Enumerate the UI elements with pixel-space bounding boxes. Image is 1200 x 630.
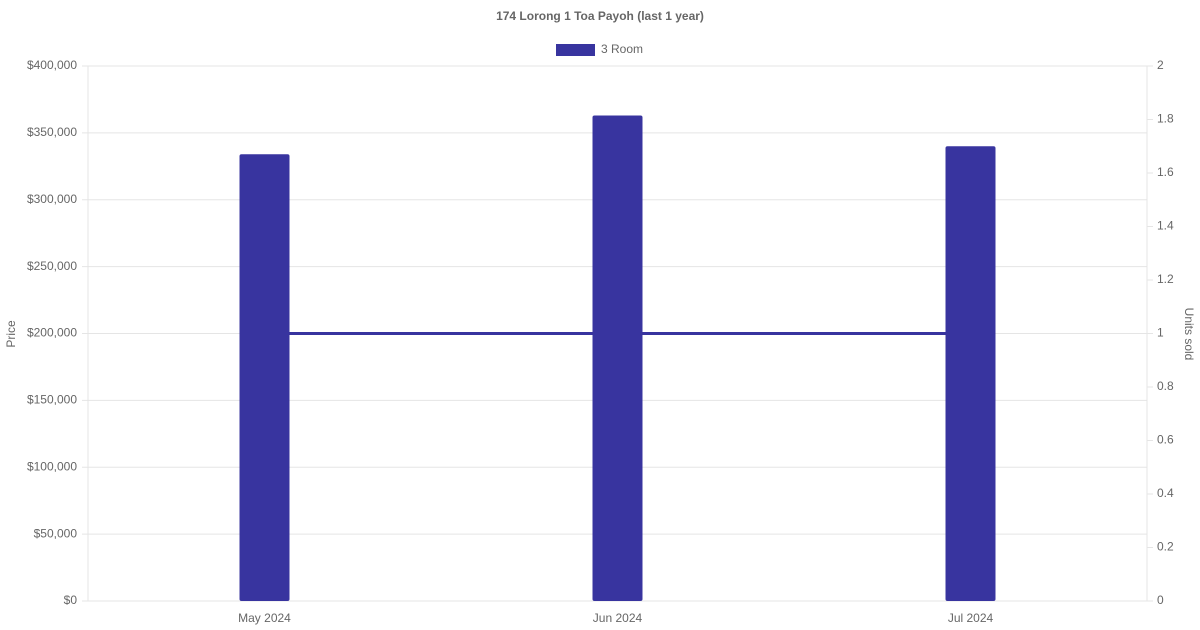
- y-tick-label: $100,000: [27, 459, 77, 473]
- y2-tick-label: 0.2: [1157, 540, 1174, 554]
- bar: [945, 146, 996, 601]
- legend-label: 3 Room: [601, 42, 643, 56]
- y2-tick-label: 1: [1157, 326, 1164, 340]
- y-tick-label: $50,000: [34, 526, 78, 540]
- y2-tick-label: 1.8: [1157, 112, 1174, 126]
- y-axis-title: Price: [4, 320, 18, 348]
- y-tick-label: $150,000: [27, 393, 77, 407]
- legend-swatch: [556, 44, 595, 56]
- y2-tick-label: 0.4: [1157, 486, 1174, 500]
- y-tick-label: $0: [64, 593, 78, 607]
- y-tick-label: $250,000: [27, 259, 77, 273]
- x-tick-label: May 2024: [238, 611, 291, 625]
- y2-axis-title: Units sold: [1182, 308, 1196, 361]
- bar: [239, 154, 290, 601]
- y2-tick-label: 1.4: [1157, 219, 1174, 233]
- x-tick-label: Jun 2024: [593, 611, 643, 625]
- y-tick-label: $300,000: [27, 192, 77, 206]
- x-tick-label: Jul 2024: [948, 611, 994, 625]
- bar: [592, 115, 643, 602]
- y-tick-label: $400,000: [27, 58, 77, 72]
- y2-tick-label: 1.2: [1157, 272, 1174, 286]
- y-tick-label: $350,000: [27, 125, 77, 139]
- y2-tick-label: 0: [1157, 593, 1164, 607]
- y-tick-label: $200,000: [27, 326, 77, 340]
- chart-title: 174 Lorong 1 Toa Payoh (last 1 year): [496, 9, 704, 23]
- y2-tick-label: 0.6: [1157, 433, 1174, 447]
- y2-tick-label: 2: [1157, 58, 1164, 72]
- y2-tick-label: 0.8: [1157, 379, 1174, 393]
- y2-tick-label: 1.6: [1157, 165, 1174, 179]
